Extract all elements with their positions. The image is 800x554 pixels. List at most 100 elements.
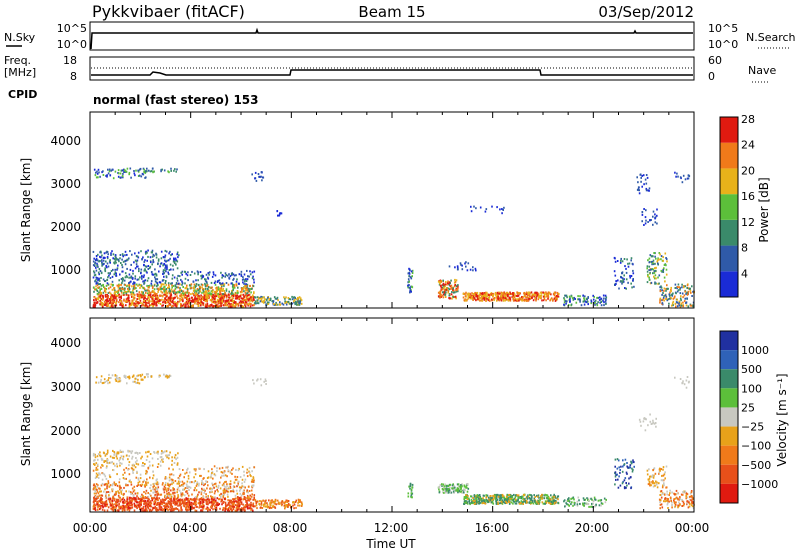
power-cell <box>670 286 672 289</box>
power-cell <box>566 300 568 303</box>
power-cell <box>95 302 98 305</box>
power-cell <box>137 265 139 268</box>
power-cell <box>685 302 687 304</box>
power-cell <box>645 189 648 192</box>
power-cell <box>457 266 459 269</box>
power-cell <box>153 254 155 257</box>
power-cell <box>203 292 205 295</box>
power-cell <box>266 301 269 304</box>
velocity-cell <box>201 481 204 484</box>
power-panel: Slant Range [km] 1000 2000 3000 4000 481… <box>19 111 771 309</box>
velocity-cell <box>196 495 199 498</box>
velocity-cell <box>118 492 120 495</box>
velocity-cell <box>143 497 145 500</box>
power-cell <box>115 256 117 259</box>
power-cell <box>168 171 170 174</box>
power-cell <box>598 298 601 301</box>
velocity-cell <box>140 501 142 504</box>
power-cell <box>644 216 647 219</box>
velocity-cell <box>142 480 144 483</box>
velocity-cell <box>121 450 124 453</box>
velocity-cell <box>165 502 167 505</box>
power-cell <box>240 270 243 273</box>
power-cell <box>479 299 482 302</box>
power-cell <box>145 176 147 179</box>
power-cell <box>453 289 455 292</box>
velocity-cell <box>116 499 118 501</box>
power-cell <box>242 293 244 296</box>
power-cell <box>144 297 146 300</box>
velocity-cell <box>213 501 216 504</box>
power-cell <box>230 299 233 302</box>
velocity-cell <box>210 505 213 508</box>
power-cell <box>146 279 149 282</box>
velocity-cell <box>121 489 123 492</box>
velocity-cell <box>128 490 130 493</box>
power-cell <box>93 168 96 171</box>
power-cell <box>443 285 445 288</box>
velocity-cell <box>190 501 193 504</box>
velocity-cell <box>170 509 172 512</box>
power-cell <box>99 290 101 293</box>
power-cell <box>125 291 128 293</box>
velocity-cell <box>206 506 209 509</box>
power-cell <box>645 209 647 212</box>
velocity-cell <box>173 456 176 459</box>
power-cell <box>665 257 667 259</box>
power-cell <box>518 292 520 294</box>
power-cell <box>219 295 222 298</box>
power-cell <box>654 221 657 224</box>
velocity-cell <box>226 508 228 511</box>
velocity-cell <box>146 373 148 376</box>
power-cell <box>167 300 169 303</box>
velocity-cell <box>140 503 142 506</box>
power-cell <box>128 257 130 260</box>
power-cell <box>110 270 113 272</box>
power-cell <box>473 205 475 208</box>
power-cell <box>507 299 510 302</box>
velocity-cell <box>179 504 182 506</box>
velocity-cell <box>185 498 187 501</box>
velocity-cell <box>95 466 98 469</box>
velocity-cell <box>142 378 144 381</box>
power-cell <box>299 297 302 300</box>
velocity-cell <box>164 477 166 480</box>
velocity-cell <box>148 502 151 505</box>
power-cell <box>486 295 488 298</box>
velocity-cell <box>230 507 232 510</box>
velocity-cell <box>186 490 188 493</box>
power-cell <box>189 302 191 305</box>
power-cell <box>153 290 155 293</box>
power-cell <box>154 268 156 271</box>
power-cell <box>246 283 249 286</box>
velocity-cell <box>200 509 202 512</box>
velocity-cell <box>237 482 239 485</box>
velocity-cell <box>122 477 125 479</box>
power-cell <box>291 295 293 298</box>
power-cell <box>647 189 649 192</box>
velocity-marks <box>92 373 695 512</box>
power-cell <box>658 252 661 254</box>
power-cell <box>455 290 458 293</box>
power-cell <box>241 300 244 303</box>
power-cell <box>111 168 114 171</box>
velocity-cell <box>189 508 191 511</box>
velocity-cell <box>169 498 171 501</box>
power-cell <box>463 299 466 302</box>
power-cell <box>466 269 469 272</box>
velocity-cell <box>194 498 197 501</box>
power-cell <box>185 301 188 304</box>
power-cell <box>277 299 279 302</box>
velocity-cell <box>202 503 204 506</box>
power-cell <box>173 262 176 265</box>
power-cell <box>119 273 121 276</box>
velocity-cell <box>128 461 131 464</box>
velocity-cell <box>207 470 210 473</box>
power-cell <box>174 296 176 299</box>
velocity-cell <box>135 377 137 380</box>
velocity-cell <box>253 494 256 497</box>
power-cell <box>537 298 540 301</box>
velocity-cell <box>203 491 206 494</box>
power-cell <box>512 298 514 301</box>
